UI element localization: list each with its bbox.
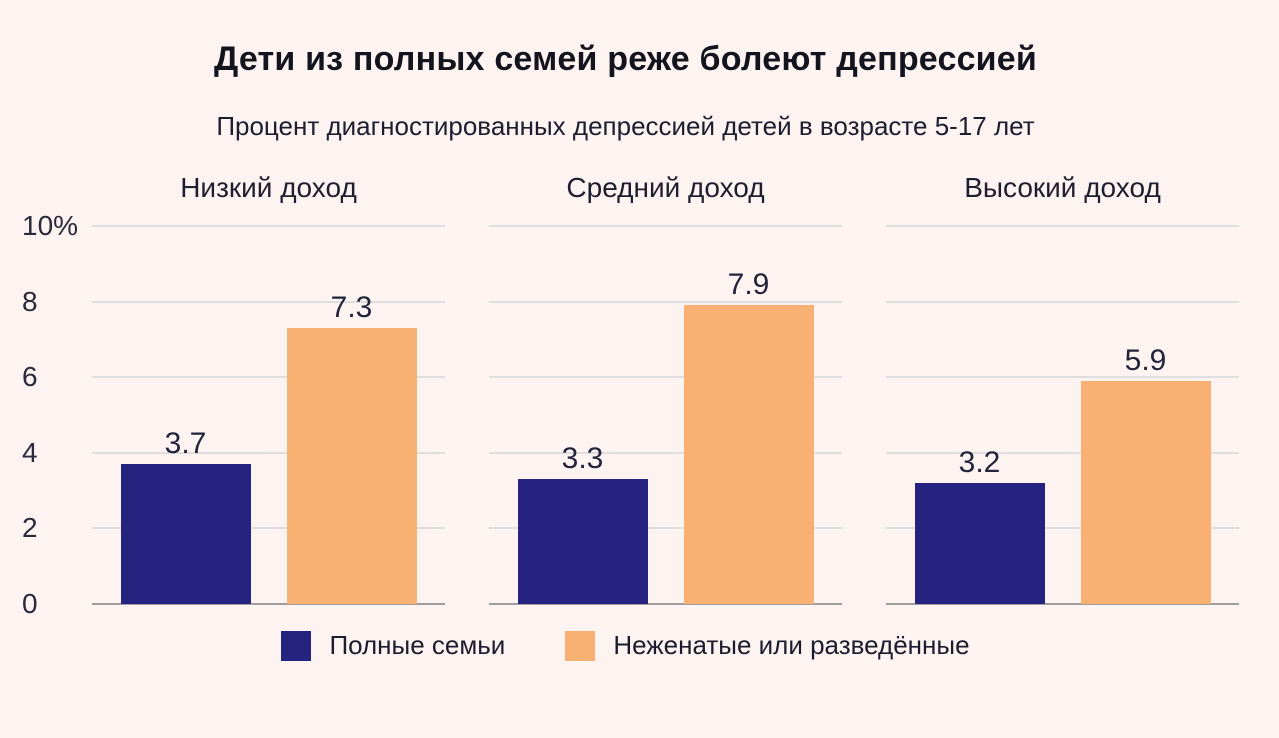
y-tick-label: 0 — [22, 588, 38, 619]
legend-swatch-complete-families — [281, 630, 312, 661]
legend-swatch-unmarried-divorced — [565, 630, 596, 661]
gridline — [489, 225, 842, 227]
bar-value-label: 7.9 — [727, 268, 770, 302]
gridline — [886, 451, 1239, 454]
chart-panel: Средний доход 3.3 7.9 — [489, 168, 842, 605]
bar-group: 3.2 — [914, 226, 1045, 604]
bar — [1080, 380, 1211, 604]
bar-value-label: 5.9 — [1124, 343, 1167, 377]
panel-title: Высокий доход — [964, 172, 1161, 203]
bar — [286, 328, 417, 604]
gridline — [489, 451, 842, 454]
chart-panel: Высокий доход 3.2 5.9 — [886, 168, 1239, 605]
gridline — [886, 527, 1239, 530]
panel-title: Низкий доход — [180, 172, 357, 203]
legend-label: Неженатые или разведённые — [613, 630, 970, 660]
gridline — [886, 603, 1239, 605]
bar-group: 3.3 — [517, 226, 648, 604]
bar — [683, 305, 814, 604]
bar-groups: 3.7 7.3 — [92, 226, 445, 604]
chart-panel: Низкий доход 3.7 7.3 — [92, 168, 445, 605]
gridline — [489, 376, 842, 379]
plot-area: 3.7 7.3 — [92, 225, 445, 605]
legend-label: Полные семьи — [329, 630, 506, 660]
gridline — [92, 300, 445, 303]
y-tick-label: 8 — [22, 285, 38, 317]
gridline — [886, 376, 1239, 379]
gridline — [886, 225, 1239, 227]
bar-group: 7.3 — [286, 226, 417, 604]
bar-chart: 10% 8 6 4 2 0 Низкий доход 3.7 7.3 Средний доход… — [12, 168, 1239, 618]
gridline — [92, 225, 445, 227]
y-tick-label: 2 — [22, 512, 38, 544]
y-tick-label: 6 — [22, 361, 38, 393]
chart-subtitle: Процент диагностированных депрессией дет… — [216, 111, 1035, 141]
y-tick-label: 10% — [22, 210, 79, 241]
y-tick-label: 4 — [22, 436, 38, 468]
bar-value-label: 3.3 — [561, 442, 604, 476]
bar — [517, 479, 648, 604]
bar-groups: 3.3 7.9 — [489, 226, 842, 604]
plot-area: 3.3 7.9 — [489, 225, 842, 605]
gridline — [92, 527, 445, 530]
plot-area: 3.2 5.9 — [886, 225, 1239, 605]
bar — [914, 483, 1045, 604]
panel-title: Средний доход — [566, 172, 765, 203]
legend-item-complete-families: Полные семьи — [281, 630, 505, 661]
bar-groups: 3.2 5.9 — [886, 226, 1239, 604]
gridline — [489, 527, 842, 530]
bar — [120, 464, 251, 604]
bar-value-label: 7.3 — [330, 291, 373, 325]
bar-value-label: 3.2 — [958, 446, 1001, 480]
bar-group: 5.9 — [1080, 226, 1211, 604]
gridline — [886, 300, 1239, 303]
gridline — [92, 451, 445, 454]
bar-value-label: 3.7 — [164, 427, 207, 461]
legend-item-unmarried-divorced: Неженатые или разведённые — [565, 630, 970, 661]
gridline — [489, 603, 842, 605]
gridline — [92, 603, 445, 605]
chart-title: Дети из полных семей реже болеют депресс… — [213, 40, 1037, 78]
bar-group: 3.7 — [120, 226, 251, 604]
y-axis: 10% 8 6 4 2 0 — [12, 212, 92, 618]
chart-panels: Низкий доход 3.7 7.3 Средний доход 3.3 7.9 Выс… — [92, 168, 1239, 605]
gridline — [92, 376, 445, 379]
gridline — [489, 300, 842, 303]
bar-group: 7.9 — [683, 226, 814, 604]
legend: Полные семьи Неженатые или разведённые — [12, 630, 1239, 661]
